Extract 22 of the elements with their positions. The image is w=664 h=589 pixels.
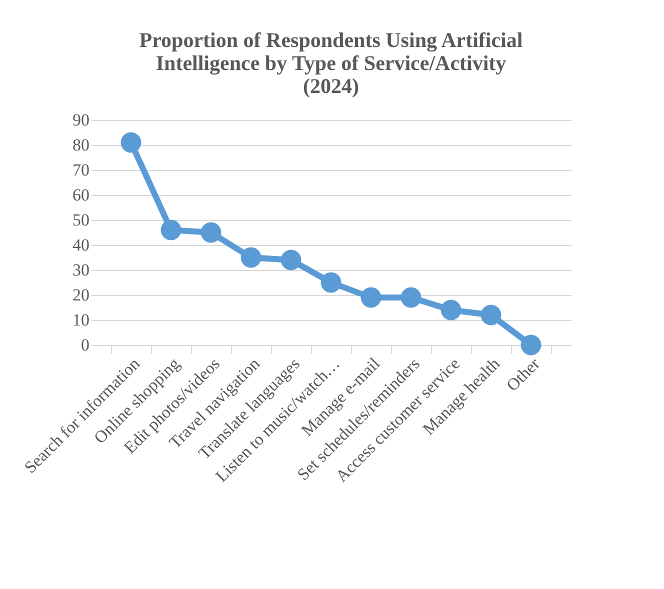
point [320, 272, 342, 293]
point [200, 222, 222, 243]
y-tick-label: 0 [81, 336, 90, 354]
y-tick-label: 80 [72, 136, 90, 154]
y-tick-label: 10 [72, 310, 90, 330]
point [440, 300, 462, 320]
y-tick-label: 30 [72, 260, 90, 280]
chart-title: Proportion of Respondents Using Artificial Intelligence by Type of Service/Activity (2024) [139, 28, 523, 98]
y-tick-label: 20 [72, 286, 90, 304]
y-tick-label: 70 [72, 160, 90, 180]
point [360, 287, 382, 308]
point [160, 220, 182, 240]
point [240, 247, 262, 268]
y-tick-label: 40 [72, 236, 90, 254]
point [480, 304, 502, 326]
point [280, 250, 302, 270]
point [520, 334, 542, 356]
y-tick-label: 60 [72, 186, 90, 204]
point [400, 287, 422, 308]
point [120, 132, 142, 153]
y-tick-label: 90 [72, 110, 90, 130]
y-tick-label: 50 [72, 210, 90, 230]
